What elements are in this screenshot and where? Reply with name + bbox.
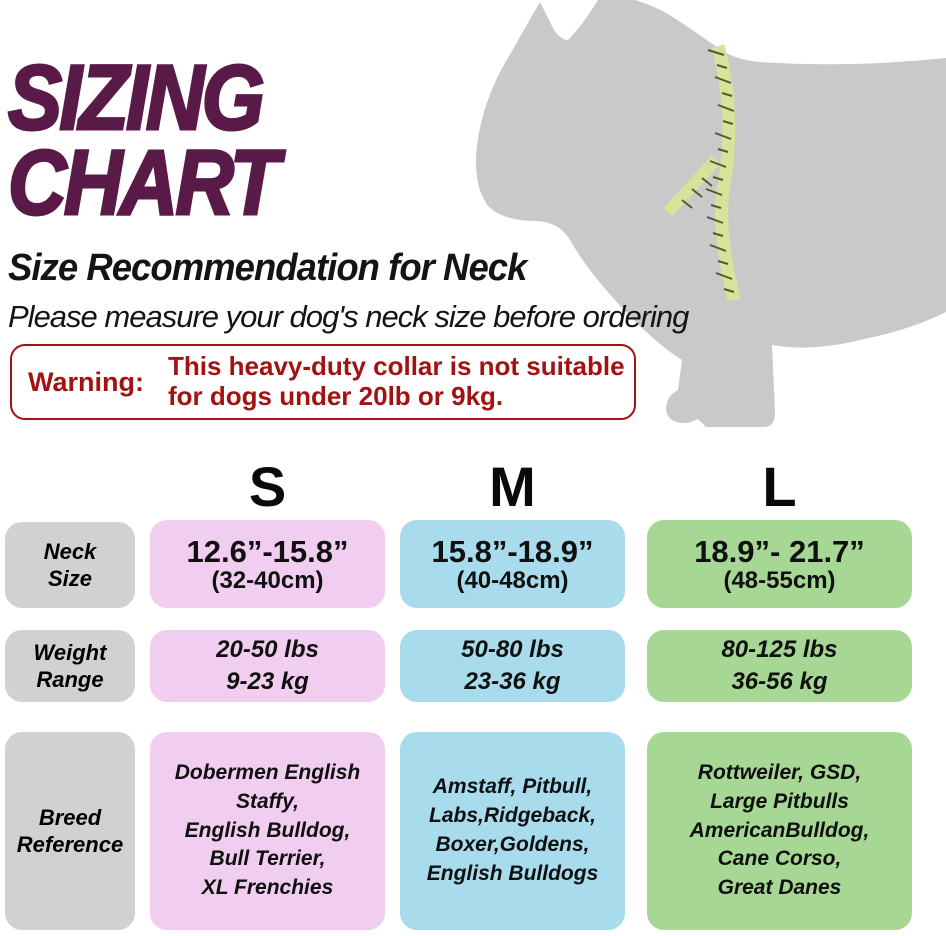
column-header-s: S xyxy=(248,455,287,518)
weight-cell-l: 80-125 lbs 36-56 kg xyxy=(647,630,912,702)
column-header-m: M xyxy=(489,455,536,518)
warning-message: This heavy-duty collar is not suitable f… xyxy=(167,351,625,411)
neck-size-l-cm: (48-55cm) xyxy=(723,567,836,595)
breed-m-value: Amstaff, Pitbull, Labs,Ridgeback, Boxer,… xyxy=(426,775,599,885)
measuring-tape-icon xyxy=(711,44,741,302)
weight-s-value: 20-50 lbs 9-23 kg xyxy=(216,635,319,695)
warning-label: Warning: xyxy=(28,366,144,397)
measuring-tape-branch xyxy=(663,155,721,217)
breed-cell-m: Amstaff, Pitbull, Labs,Ridgeback, Boxer,… xyxy=(400,732,625,930)
weight-m-value: 50-80 lbs 23-36 kg xyxy=(461,635,564,695)
weight-cell-s: 20-50 lbs 9-23 kg xyxy=(150,630,385,702)
tape-tick-marks xyxy=(681,49,735,293)
dog-body-shape xyxy=(475,0,946,427)
breed-l-value: Rottweiler, GSD, Large Pitbulls American… xyxy=(689,760,870,900)
breed-cell-l: Rottweiler, GSD, Large Pitbulls American… xyxy=(647,732,912,930)
column-header-l: L xyxy=(762,455,797,518)
page-title-line2: CHART xyxy=(7,132,281,234)
neck-size-cell-m: 15.8”-18.9” (40-48cm) xyxy=(400,520,625,608)
warning-box: Warning: This heavy-duty collar is not s… xyxy=(10,344,636,420)
weight-l-value: 80-125 lbs 36-56 kg xyxy=(721,635,838,695)
neck-size-m-inches: 15.8”-18.9” xyxy=(431,533,594,569)
neck-size-s-inches: 12.6”-15.8” xyxy=(186,533,349,569)
dog-silhouette-image xyxy=(475,0,946,427)
page-subtitle: Size Recommendation for Neck xyxy=(8,247,527,289)
row-label-neck-size: Neck Size xyxy=(5,522,135,608)
row-label-weight-range: Weight Range xyxy=(5,630,135,702)
weight-cell-m: 50-80 lbs 23-36 kg xyxy=(400,630,625,702)
page-title-line1: SIZING xyxy=(7,47,266,149)
page-title: SIZING CHART xyxy=(7,47,281,234)
measure-note: Please measure your dog's neck size befo… xyxy=(8,299,689,334)
neck-size-l-inches: 18.9”- 21.7” xyxy=(694,533,865,569)
breed-cell-s: Dobermen English Staffy, English Bulldog… xyxy=(150,732,385,930)
neck-size-s-cm: (32-40cm) xyxy=(211,567,324,595)
neck-size-m-cm: (40-48cm) xyxy=(456,567,569,595)
neck-size-cell-l: 18.9”- 21.7” (48-55cm) xyxy=(647,520,912,608)
row-label-breed-reference: Breed Reference xyxy=(5,732,135,930)
neck-size-cell-s: 12.6”-15.8” (32-40cm) xyxy=(150,520,385,608)
breed-s-value: Dobermen English Staffy, English Bulldog… xyxy=(174,760,361,900)
